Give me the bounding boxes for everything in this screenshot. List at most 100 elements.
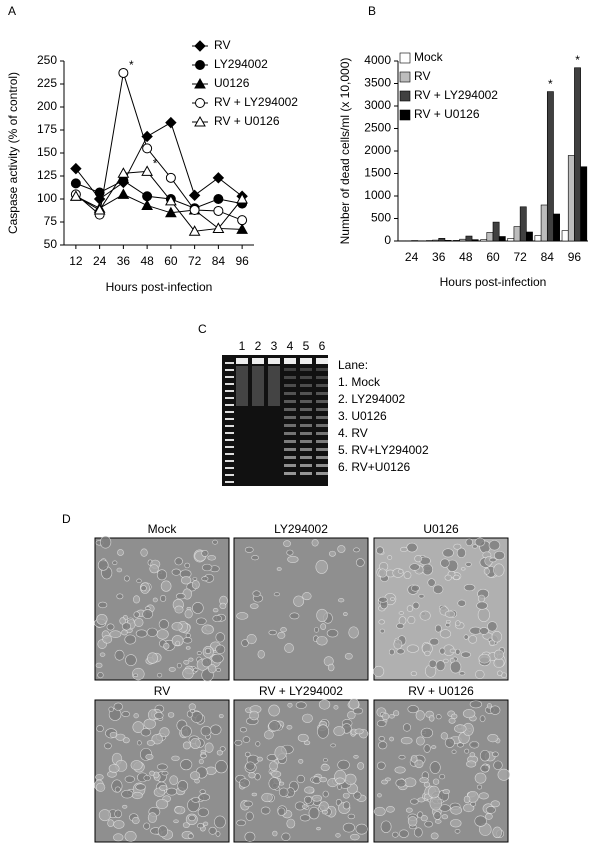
- cell: [140, 728, 152, 737]
- cell: [430, 832, 439, 840]
- y-tick-label: 200: [37, 99, 57, 113]
- y-tick-label: 1500: [364, 166, 391, 180]
- gel-band: [300, 368, 312, 371]
- cell: [416, 736, 425, 746]
- gel-band: [316, 416, 328, 419]
- cell: [97, 672, 104, 679]
- cell: [246, 633, 257, 645]
- cell: [418, 593, 425, 599]
- cell: [195, 617, 207, 625]
- cell: [171, 622, 183, 631]
- cell: [286, 724, 293, 730]
- cell: [439, 647, 446, 655]
- cell: [428, 659, 437, 669]
- cell: [322, 790, 329, 798]
- micrograph-label: RV: [154, 684, 170, 698]
- gel-legend-item: 2. LY294002: [338, 392, 405, 406]
- y-tick-label: 250: [37, 53, 57, 67]
- ladder-band: [225, 383, 234, 385]
- gel-legend-title: Lane:: [338, 358, 368, 372]
- cell: [407, 816, 418, 827]
- gel-band: [300, 440, 312, 443]
- cell: [460, 651, 471, 658]
- x-tick-label: 84: [212, 254, 226, 268]
- marker: [194, 77, 206, 89]
- cell: [202, 821, 209, 827]
- cell: [215, 760, 228, 774]
- cell: [493, 760, 503, 770]
- cell: [193, 667, 199, 672]
- gel-band: [300, 416, 312, 419]
- cell: [323, 758, 328, 763]
- cell: [180, 725, 192, 738]
- cell: [201, 549, 209, 557]
- cell: [284, 643, 294, 653]
- cell: [248, 772, 256, 779]
- cell: [320, 763, 330, 772]
- cell: [281, 832, 291, 842]
- cell: [168, 667, 176, 672]
- cell: [99, 652, 106, 657]
- cell: [133, 611, 140, 618]
- annotation: *: [575, 53, 580, 67]
- cell: [311, 794, 323, 802]
- bar: [553, 213, 560, 242]
- cell: [108, 706, 114, 712]
- cell: [396, 622, 405, 629]
- cell: [449, 660, 462, 674]
- cell: [146, 740, 155, 746]
- cell: [185, 646, 191, 650]
- cell: [200, 753, 207, 759]
- cell: [442, 658, 449, 664]
- cell: [99, 535, 112, 549]
- cell: [169, 775, 179, 786]
- cell: [121, 629, 128, 636]
- cell: [204, 648, 212, 654]
- bar: [498, 236, 506, 242]
- y-tick-label: 225: [37, 76, 57, 90]
- cell: [133, 673, 139, 678]
- cell: [493, 658, 505, 668]
- cell: [184, 609, 193, 619]
- cell: [124, 634, 137, 645]
- cell: [337, 545, 346, 553]
- cell: [393, 639, 403, 650]
- cell: [287, 702, 293, 708]
- cell: [177, 780, 189, 792]
- cell: [497, 670, 503, 676]
- x-tick-label: 36: [432, 250, 446, 264]
- cell: [342, 792, 350, 799]
- cell: [104, 742, 112, 750]
- cell: [295, 701, 307, 709]
- cell: [114, 809, 122, 819]
- gel-band: [284, 392, 296, 395]
- ladder-band: [225, 467, 234, 469]
- cell: [95, 774, 104, 781]
- cell: [463, 634, 469, 640]
- bar: [574, 67, 581, 242]
- bar: [546, 91, 554, 242]
- marker: [165, 194, 177, 206]
- x-tick-label: 84: [541, 250, 555, 264]
- cell: [198, 758, 204, 765]
- cell: [116, 593, 124, 600]
- cell: [468, 635, 478, 644]
- x-tick-label: 72: [513, 250, 527, 264]
- cell: [321, 809, 328, 815]
- y-tick-label: 500: [371, 211, 391, 225]
- ladder-band: [225, 390, 234, 392]
- cell: [149, 564, 159, 574]
- cell: [428, 715, 435, 722]
- bar: [513, 226, 521, 242]
- gel-band: [284, 472, 296, 475]
- bar: [561, 230, 569, 242]
- legend-label: RV + U0126: [414, 107, 480, 121]
- cell: [298, 759, 304, 764]
- cell: [406, 605, 414, 612]
- cell: [212, 614, 223, 623]
- cell: [419, 610, 431, 621]
- cell: [388, 714, 395, 719]
- cell: [191, 797, 200, 803]
- cell: [457, 599, 467, 607]
- cell: [268, 720, 281, 732]
